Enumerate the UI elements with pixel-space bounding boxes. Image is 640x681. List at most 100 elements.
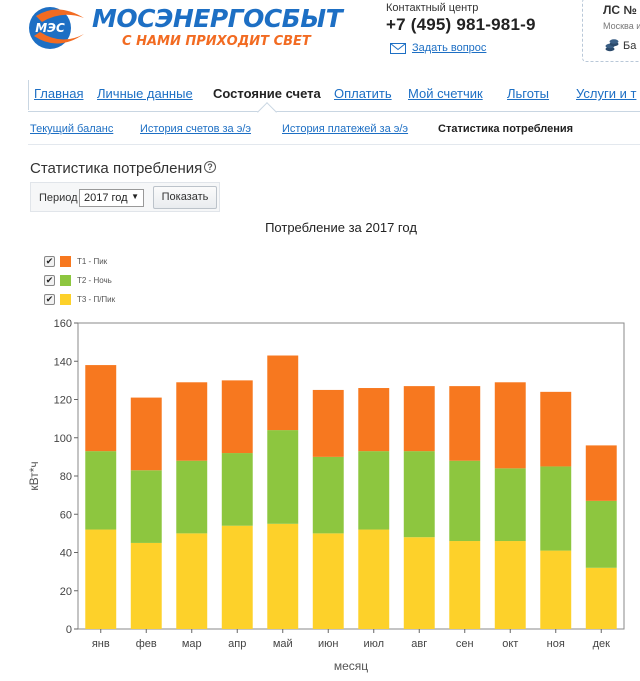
show-button[interactable]: Показать	[153, 186, 217, 209]
ask-question-label: Задать вопрос	[412, 42, 487, 54]
account-box: ЛС № Москва и Ба	[582, 0, 640, 62]
bar-segment	[176, 460, 208, 534]
contact-phone: +7 (495) 981-981-9	[386, 15, 536, 34]
nav-item-personal-data[interactable]: Личные данные	[97, 86, 193, 101]
brand: МОСЭНЕРГОСБЫТ С НАМИ ПРИХОДИТ СВЕТ	[92, 4, 343, 50]
x-tick-label: июл	[363, 638, 384, 650]
checkbox-checked-icon[interactable]: ✔	[44, 256, 55, 267]
bar-segment	[221, 525, 253, 629]
legend-label-t3: Т3 - П/Пик	[77, 295, 116, 304]
bar-segment	[267, 355, 299, 431]
x-tick-label: сен	[456, 638, 474, 650]
period-select[interactable]: 2017 год ▼	[79, 189, 144, 207]
logo-text: МЭС	[35, 21, 65, 35]
legend-swatch-t2	[60, 275, 71, 286]
legend-swatch-t3	[60, 294, 71, 305]
balance-label: Ба	[623, 40, 637, 52]
nav-item-benefits[interactable]: Льготы	[507, 86, 550, 101]
y-tick-label: 20	[60, 586, 72, 598]
bar-segment	[494, 468, 526, 542]
legend-item-t3[interactable]: ✔ Т3 - П/Пик	[44, 290, 115, 309]
subnav-payments-history[interactable]: История платежей за э/э	[282, 123, 409, 135]
bar-segment	[585, 500, 617, 568]
bar-segment	[494, 541, 526, 629]
bar-segment	[221, 453, 253, 526]
x-axis-label: месяц	[334, 659, 368, 673]
bar-segment	[267, 523, 299, 629]
legend-item-t1[interactable]: ✔ Т1 - Пик	[44, 252, 115, 271]
bar-segment	[358, 451, 390, 530]
subnav-bills-history[interactable]: История счетов за э/э	[140, 123, 252, 135]
account-number-label: ЛС №	[603, 3, 637, 17]
bar-segment	[403, 537, 435, 629]
bar-segment	[312, 456, 344, 534]
nav-item-pay[interactable]: Оплатить	[334, 86, 392, 101]
bar-segment	[312, 389, 344, 457]
brand-name: МОСЭНЕРГОСБЫТ	[92, 4, 343, 33]
x-tick-label: июн	[318, 638, 338, 650]
nav-item-home[interactable]: Главная	[34, 86, 84, 101]
nav-divider	[28, 80, 29, 110]
nav-item-account-status[interactable]: Состояние счета	[213, 86, 321, 101]
bar-segment	[585, 445, 617, 501]
bar-segment	[130, 397, 162, 471]
nav-item-services[interactable]: Услуги и т	[576, 86, 637, 101]
chart-plot-area: 0 20 40 60 80 100 120 140 160 янв фев мар апр май июн и…	[27, 318, 625, 673]
nav-active-pointer	[257, 102, 277, 122]
legend-item-t2[interactable]: ✔ Т2 - Ночь	[44, 271, 115, 290]
ask-question-link[interactable]: Задать вопрос	[390, 42, 486, 54]
y-tick-label: 40	[60, 548, 72, 560]
dropdown-arrow-icon: ▼	[131, 192, 139, 201]
bar-segment	[267, 430, 299, 524]
bar-segment	[403, 386, 435, 452]
bar-segment	[85, 451, 117, 530]
account-city: Москва и	[603, 21, 640, 31]
bar-segment	[85, 365, 117, 452]
checkbox-checked-icon[interactable]: ✔	[44, 294, 55, 305]
checkbox-checked-icon[interactable]: ✔	[44, 275, 55, 286]
subnav-current-balance[interactable]: Текущий баланс	[30, 123, 114, 135]
bar-segment	[449, 460, 481, 542]
balance-link[interactable]: Ба	[605, 39, 636, 53]
y-tick-label: 160	[54, 318, 72, 330]
x-tick-label: май	[273, 638, 293, 650]
bar-segment	[403, 451, 435, 538]
legend-swatch-t1	[60, 256, 71, 267]
x-tick-label: фев	[136, 638, 157, 650]
x-tick-label: апр	[228, 638, 246, 650]
x-tick-label: мар	[182, 638, 202, 650]
y-tick-label: 60	[60, 509, 72, 521]
bar-segment	[130, 470, 162, 543]
legend-label-t2: Т2 - Ночь	[77, 276, 112, 285]
nav-item-my-meter[interactable]: Мой счетчик	[408, 86, 483, 101]
x-tick-label: янв	[92, 638, 110, 650]
subnav-consumption-stats[interactable]: Статистика потребления	[438, 123, 574, 135]
bar-segment	[312, 533, 344, 629]
bar-segment	[540, 466, 572, 551]
contact-center: Контактный центр +7 (495) 981-981-9	[386, 2, 536, 35]
y-tick-label: 140	[54, 356, 72, 368]
bar-segment	[358, 529, 390, 629]
bar-segment	[85, 529, 117, 629]
main-nav: Главная Личные данные Состояние счета Оп…	[28, 76, 640, 122]
chart-title: Потребление за 2017 год	[265, 220, 417, 235]
period-label: Период	[39, 192, 78, 204]
bar-segment	[221, 380, 253, 454]
bar-segment	[449, 386, 481, 461]
brand-slogan: С НАМИ ПРИХОДИТ СВЕТ	[122, 34, 311, 49]
contact-label: Контактный центр	[386, 2, 479, 14]
chart-legend: ✔ Т1 - Пик ✔ Т2 - Ночь ✔ Т3 - П/Пик	[44, 252, 115, 309]
period-filter: Период 2017 год ▼ Показать	[30, 182, 220, 212]
bar-segment	[540, 391, 572, 467]
bar-segment	[130, 542, 162, 629]
legend-label-t1: Т1 - Пик	[77, 257, 108, 266]
page-title: Статистика потребления	[30, 160, 203, 177]
y-tick-label: 100	[54, 433, 72, 445]
coins-icon	[605, 39, 619, 52]
bar-segment	[449, 541, 481, 629]
mes-logo[interactable]: МЭС	[28, 4, 90, 52]
period-value: 2017 год	[84, 192, 128, 204]
bar-segment	[540, 550, 572, 629]
question-circle-icon[interactable]: ?	[204, 161, 216, 173]
consumption-chart: 0 20 40 60 80 100 120 140 160 янв фев мар апр май июн и…	[27, 318, 625, 673]
